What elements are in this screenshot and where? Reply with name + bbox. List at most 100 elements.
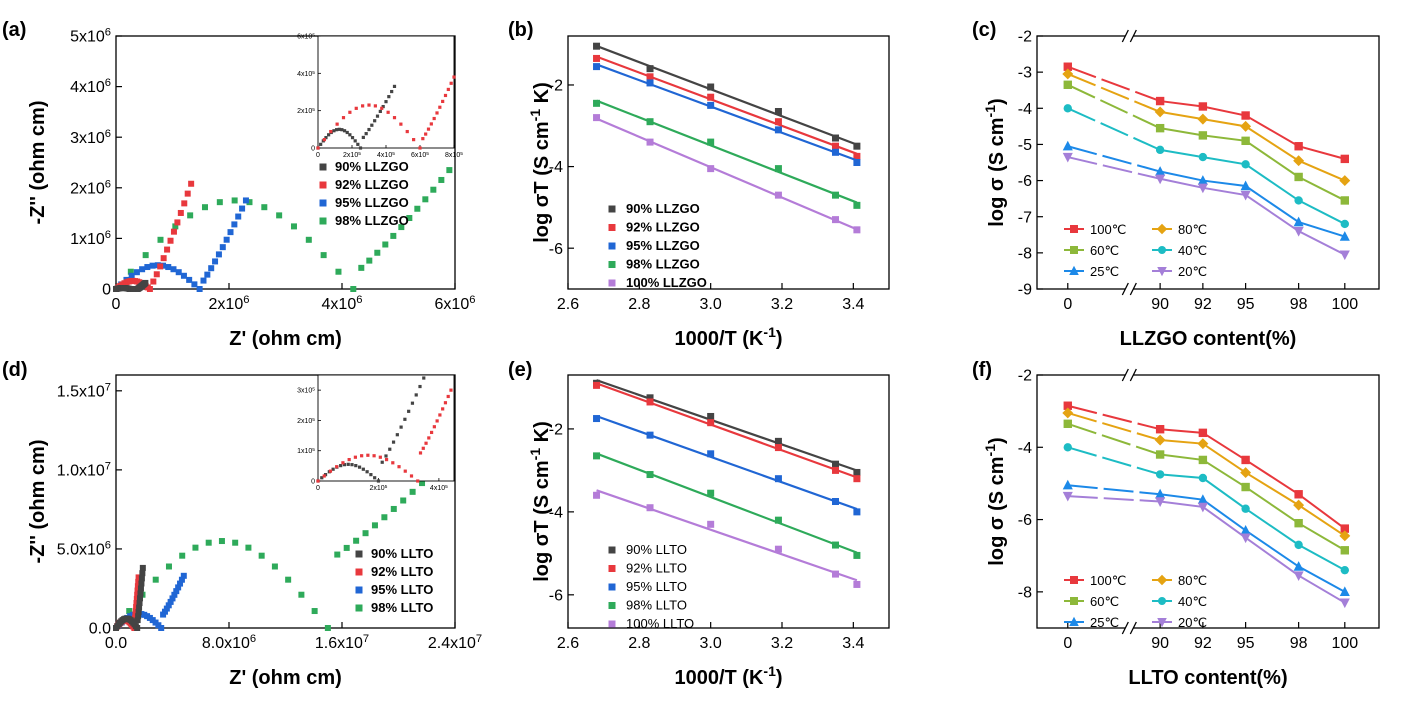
plot-frame (567, 374, 890, 629)
inset-data-point (380, 106, 384, 110)
data-point (1155, 166, 1166, 176)
data-point (164, 246, 171, 253)
data-point (419, 480, 426, 487)
series-line-break (1067, 495, 1161, 503)
data-point (167, 237, 174, 244)
series-T60 (1063, 419, 1349, 555)
data-point (406, 215, 413, 222)
data-point (128, 272, 135, 279)
y-tick-label: -2 (549, 422, 563, 439)
legend-label: 80℃ (1178, 222, 1207, 237)
y-axis-label: -Z'' (ohm cm) (27, 440, 49, 564)
data-point (362, 530, 369, 537)
data-point (187, 212, 194, 219)
axis-break-mark (1121, 282, 1129, 296)
inset-y-tick-label: 0 (311, 146, 315, 153)
data-point (175, 584, 182, 591)
x-tick-label: 2.4x107 (428, 633, 482, 652)
y-tick-label: -5 (1018, 137, 1032, 154)
fit-line (596, 99, 858, 204)
inset-x-tick-label: 0 (316, 485, 320, 492)
y-tick-label: 0 (102, 282, 111, 299)
legend-label: 95% LLTO (626, 579, 687, 594)
inset-data-point (384, 454, 388, 458)
x-tick-label: 2.8 (628, 635, 650, 652)
x-tick-label: 0.0 (105, 635, 127, 652)
data-point (1339, 175, 1351, 187)
inset-data-point (438, 105, 442, 109)
data-point (245, 544, 252, 551)
data-point (1241, 136, 1250, 146)
inset-data-point (405, 129, 409, 134)
data-point (646, 394, 654, 402)
data-point (142, 252, 149, 259)
x-axis-label: LLTO content(%) (1128, 667, 1287, 689)
inset-y-tick-label: 1x105 (297, 447, 315, 456)
legend-marker (608, 565, 616, 572)
inset: 0 2x105 4x105 6x105 8x105 0 2x105 4x105 6x105 (297, 32, 463, 159)
inset-data-point (429, 430, 434, 435)
data-point (135, 609, 142, 616)
data-point (139, 266, 146, 273)
series-line-break (1067, 65, 1161, 102)
legend-marker (1070, 576, 1078, 584)
x-tick-label: 4x106 (322, 294, 363, 313)
data-point (1241, 455, 1250, 465)
data-point (707, 520, 715, 528)
inset-data-point (376, 479, 381, 483)
data-point (343, 544, 350, 551)
data-point (1241, 111, 1250, 120)
inset-data-point (348, 110, 352, 114)
data-point (1340, 154, 1349, 164)
data-point (246, 199, 253, 206)
legend-label: 100% LLZGO (626, 275, 707, 290)
inset-data-point (320, 476, 324, 480)
data-point (169, 595, 176, 602)
inset-data-point (397, 465, 401, 469)
legend-marker (1156, 223, 1168, 235)
data-point (593, 114, 601, 122)
data-point (430, 186, 437, 193)
data-point (1240, 120, 1252, 132)
panel-c: 0 90 92 95 98 100 -2 -3 -4 -5 -6 -7 -8 -9 LLZGO conten… (972, 19, 1380, 350)
series-98 (113, 167, 453, 292)
inset-data-point (418, 384, 422, 389)
inset-x-tick-label: 4x105 (377, 151, 395, 160)
inset-data-point (347, 457, 351, 462)
inset-y-tick-label: 2x105 (297, 107, 315, 116)
inset-data-point (345, 130, 349, 135)
data-point (646, 471, 654, 479)
y-tick-label: -6 (549, 587, 563, 604)
series-100 (593, 489, 861, 588)
data-point (231, 221, 238, 228)
inset-data-point (348, 133, 352, 137)
data-point (163, 605, 170, 612)
legend-marker (1158, 246, 1166, 254)
data-point (215, 251, 222, 258)
series-line (1160, 473, 1346, 572)
series-T100 (1063, 401, 1349, 533)
data-point (137, 590, 144, 597)
inset-data-point (432, 116, 436, 121)
data-point (853, 475, 861, 483)
data-point (1155, 488, 1166, 499)
data-point (1198, 152, 1208, 162)
legend-marker (319, 163, 327, 171)
legend-marker (355, 604, 363, 612)
legend-marker (319, 181, 327, 189)
data-point (136, 600, 143, 607)
data-point (239, 205, 246, 212)
series-line-break (1067, 422, 1161, 456)
legend-marker (608, 279, 616, 287)
data-point (832, 460, 839, 468)
inset-data-point (332, 129, 336, 133)
inset-data-point (381, 104, 385, 109)
inset-data-point (449, 388, 453, 392)
inset-data-point (378, 109, 382, 114)
y-tick-label: -8 (1018, 584, 1032, 601)
data-point (646, 118, 654, 126)
data-point (1339, 586, 1350, 597)
legend-label: 92% LLZGO (335, 177, 409, 192)
panel-f: 0 90 92 95 98 100 -2 -4 -6 -8 LLTO content(%) log σ… (972, 359, 1380, 689)
inset-data-point (427, 436, 431, 440)
